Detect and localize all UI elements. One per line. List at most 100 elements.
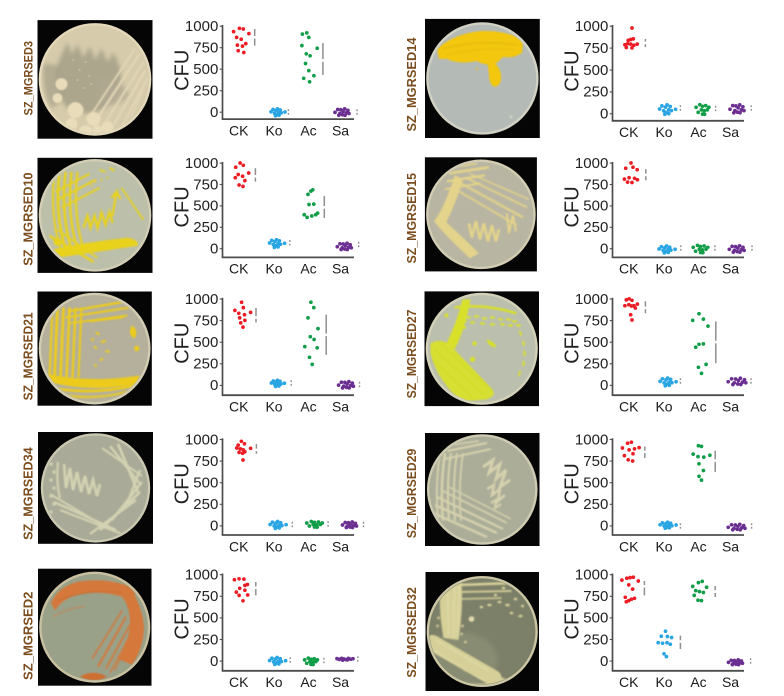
svg-text:250: 250: [583, 356, 608, 373]
svg-text:1000: 1000: [185, 567, 218, 584]
svg-text:0: 0: [210, 241, 218, 258]
svg-text:750: 750: [583, 176, 608, 193]
svg-text:CK: CK: [619, 538, 639, 554]
svg-text:SZ_MGRSED29: SZ_MGRSED29: [404, 449, 419, 539]
svg-text:500: 500: [583, 610, 608, 627]
svg-text:Ko: Ko: [265, 538, 282, 554]
svg-text:250: 250: [583, 84, 608, 101]
svg-text:CFU: CFU: [172, 463, 194, 504]
svg-text:Ko: Ko: [265, 674, 282, 690]
svg-text:Sa: Sa: [722, 538, 739, 554]
svg-text:1000: 1000: [575, 155, 608, 172]
svg-text:750: 750: [193, 453, 218, 470]
svg-text:1000: 1000: [185, 155, 218, 172]
svg-text:CFU: CFU: [172, 186, 194, 227]
svg-text:CFU: CFU: [172, 323, 194, 364]
svg-text:Ko: Ko: [655, 538, 672, 554]
svg-text:CK: CK: [619, 399, 639, 415]
svg-text:750: 750: [193, 312, 218, 329]
svg-text:500: 500: [193, 475, 218, 492]
svg-text:500: 500: [193, 61, 218, 78]
svg-text:500: 500: [583, 334, 608, 351]
svg-text:500: 500: [583, 475, 608, 492]
svg-text:SZ_MGRSED14: SZ_MGRSED14: [404, 37, 419, 132]
svg-text:CFU: CFU: [562, 186, 584, 227]
svg-text:Ko: Ko: [265, 122, 282, 138]
svg-text:SZ_MGRSED3: SZ_MGRSED3: [22, 41, 36, 116]
svg-text:Ko: Ko: [265, 261, 282, 277]
svg-text:CFU: CFU: [562, 50, 584, 91]
svg-text:750: 750: [193, 588, 218, 605]
svg-text:Sa: Sa: [722, 261, 739, 277]
svg-text:CFU: CFU: [562, 323, 584, 364]
svg-text:0: 0: [210, 518, 218, 535]
svg-text:Ac: Ac: [690, 399, 706, 415]
svg-text:Ac: Ac: [300, 261, 316, 277]
svg-text:500: 500: [193, 198, 218, 215]
svg-text:Ac: Ac: [690, 261, 706, 277]
svg-text:0: 0: [600, 241, 608, 258]
svg-text:750: 750: [193, 40, 218, 57]
svg-text:CFU: CFU: [562, 463, 584, 504]
svg-text:250: 250: [583, 631, 608, 648]
svg-text:0: 0: [600, 653, 608, 670]
svg-text:250: 250: [583, 496, 608, 513]
svg-text:1000: 1000: [575, 431, 608, 448]
svg-text:Ac: Ac: [690, 538, 706, 554]
svg-text:Ac: Ac: [690, 674, 706, 690]
svg-text:0: 0: [210, 377, 218, 394]
svg-text:CFU: CFU: [172, 50, 194, 91]
svg-text:Sa: Sa: [722, 124, 739, 140]
svg-text:250: 250: [193, 356, 218, 373]
svg-text:250: 250: [583, 219, 608, 236]
svg-text:500: 500: [583, 62, 608, 79]
svg-text:1000: 1000: [575, 567, 608, 584]
svg-text:CK: CK: [619, 124, 639, 140]
svg-text:1000: 1000: [575, 291, 608, 308]
svg-text:1000: 1000: [575, 18, 608, 35]
svg-text:SZ_MGRSED21: SZ_MGRSED21: [21, 312, 36, 400]
svg-text:750: 750: [583, 312, 608, 329]
svg-text:750: 750: [583, 588, 608, 605]
svg-text:0: 0: [600, 518, 608, 535]
svg-text:Ac: Ac: [300, 538, 316, 554]
svg-text:Ac: Ac: [300, 674, 316, 690]
svg-text:0: 0: [600, 377, 608, 394]
svg-text:750: 750: [193, 176, 218, 193]
svg-text:SZ_MGRSED27: SZ_MGRSED27: [404, 310, 419, 399]
svg-text:Sa: Sa: [332, 399, 349, 415]
svg-text:Sa: Sa: [332, 674, 349, 690]
svg-text:250: 250: [193, 83, 218, 100]
svg-text:Ko: Ko: [655, 124, 672, 140]
svg-text:500: 500: [583, 198, 608, 215]
svg-text:500: 500: [193, 610, 218, 627]
svg-text:0: 0: [600, 106, 608, 123]
svg-text:Ac: Ac: [300, 399, 316, 415]
svg-text:750: 750: [583, 453, 608, 470]
svg-text:SZ_MGRSED32: SZ_MGRSED32: [404, 587, 419, 678]
svg-text:SZ_MGRSED10: SZ_MGRSED10: [21, 172, 36, 265]
svg-text:500: 500: [193, 334, 218, 351]
svg-text:CK: CK: [619, 674, 639, 690]
svg-text:Sa: Sa: [722, 399, 739, 415]
svg-text:1000: 1000: [185, 291, 218, 308]
svg-text:Ac: Ac: [690, 124, 706, 140]
svg-text:CK: CK: [229, 261, 249, 277]
svg-text:Sa: Sa: [722, 674, 739, 690]
svg-text:250: 250: [193, 496, 218, 513]
svg-text:Ko: Ko: [655, 399, 672, 415]
svg-text:1000: 1000: [185, 431, 218, 448]
svg-text:CK: CK: [229, 674, 249, 690]
svg-text:Ac: Ac: [300, 122, 316, 138]
svg-text:1000: 1000: [185, 18, 218, 35]
svg-text:250: 250: [193, 631, 218, 648]
svg-text:Sa: Sa: [332, 261, 349, 277]
svg-text:Sa: Sa: [332, 538, 349, 554]
svg-text:CFU: CFU: [172, 598, 194, 639]
svg-text:250: 250: [193, 219, 218, 236]
svg-text:0: 0: [210, 104, 218, 121]
svg-text:CK: CK: [229, 122, 249, 138]
svg-text:0: 0: [210, 653, 218, 670]
svg-text:SZ_MGRSED2: SZ_MGRSED2: [21, 592, 36, 680]
svg-text:SZ_MGRSED15: SZ_MGRSED15: [404, 173, 419, 264]
